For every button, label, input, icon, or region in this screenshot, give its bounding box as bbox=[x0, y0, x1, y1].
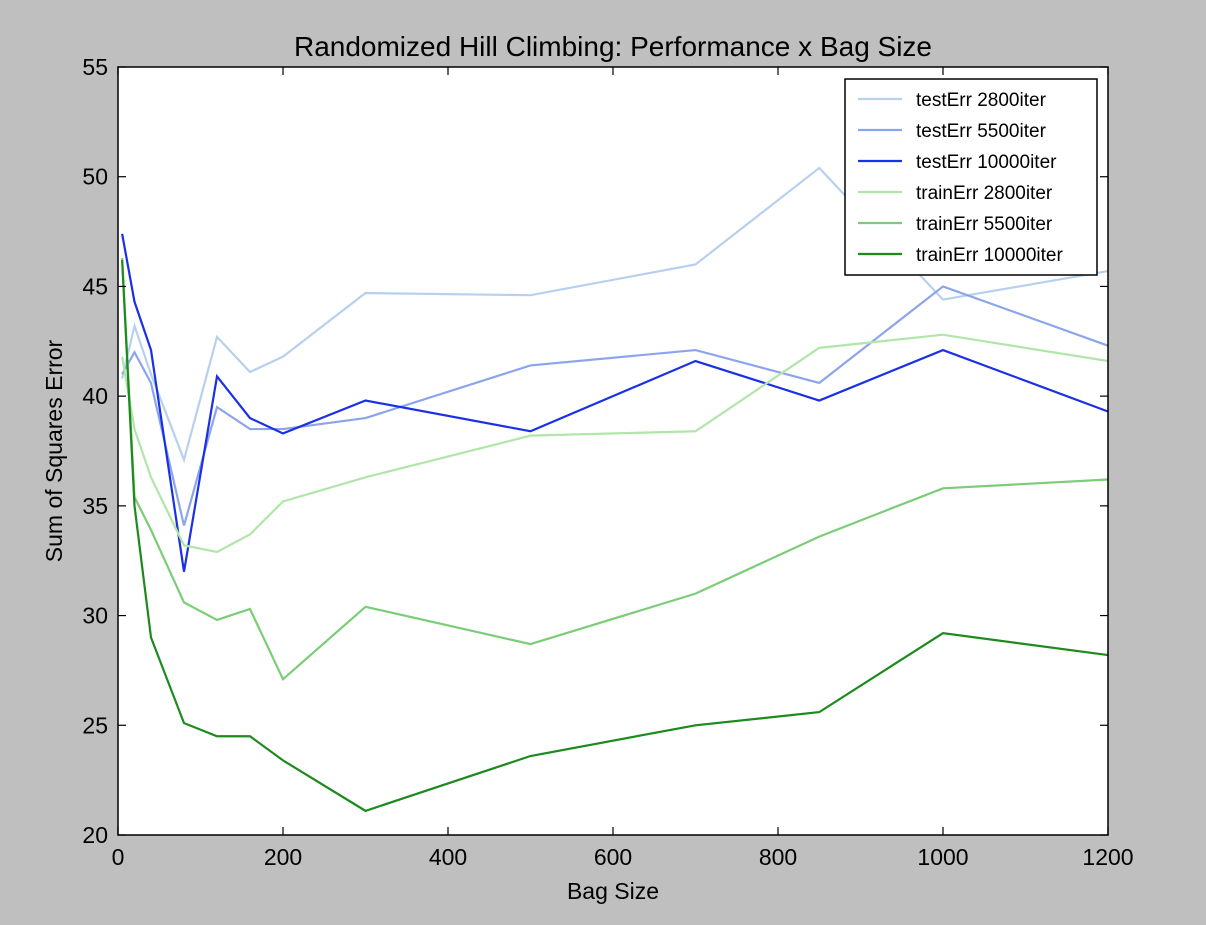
legend-label-4: trainErr 2800iter bbox=[916, 183, 1053, 204]
series-layer bbox=[121, 166, 1108, 813]
legend-label-5: trainErr 5500iter bbox=[916, 214, 1053, 235]
x-tick-label: 200 bbox=[264, 844, 302, 870]
y-tick-label: 55 bbox=[82, 54, 108, 80]
series-line-2 bbox=[121, 285, 1108, 526]
x-tick-label: 1200 bbox=[1082, 844, 1133, 870]
y-tick-label: 20 bbox=[82, 822, 108, 848]
series-line-3 bbox=[121, 233, 1108, 572]
legend: testErr 2800iter testErr 5500iter testErr … bbox=[844, 78, 1098, 276]
x-tick-label: 600 bbox=[594, 844, 632, 870]
x-tick-label: 800 bbox=[759, 844, 797, 870]
y-tick-label: 50 bbox=[82, 164, 108, 190]
legend-label-1: testErr 2800iter bbox=[916, 90, 1047, 111]
y-tick-label: 40 bbox=[82, 383, 108, 409]
ticks-layer: 0 200 400 600 800 1000 1200 20 25 30 35 40 45 50 55 bbox=[82, 54, 1133, 870]
series-line-6 bbox=[121, 260, 1108, 813]
legend-label-2: testErr 5500iter bbox=[916, 121, 1047, 142]
y-tick-label: 30 bbox=[82, 603, 108, 629]
chart-title: Randomized Hill Climbing: Performance x … bbox=[294, 31, 932, 62]
x-tick-label: 0 bbox=[112, 844, 125, 870]
x-axis-label: Bag Size bbox=[567, 878, 659, 904]
legend-box bbox=[844, 78, 1098, 276]
x-tick-label: 1000 bbox=[917, 844, 968, 870]
series-line-4 bbox=[121, 333, 1108, 554]
y-tick-label: 35 bbox=[82, 493, 108, 519]
x-tick-label: 400 bbox=[429, 844, 467, 870]
y-tick-label: 25 bbox=[82, 712, 108, 738]
legend-label-3: testErr 10000iter bbox=[916, 152, 1057, 173]
y-axis-label: Sum of Squares Error bbox=[41, 339, 67, 562]
series-line-1 bbox=[121, 166, 1108, 464]
y-tick-label: 45 bbox=[82, 273, 108, 299]
series-line-5 bbox=[121, 257, 1108, 682]
legend-label-6: trainErr 10000iter bbox=[916, 245, 1063, 266]
